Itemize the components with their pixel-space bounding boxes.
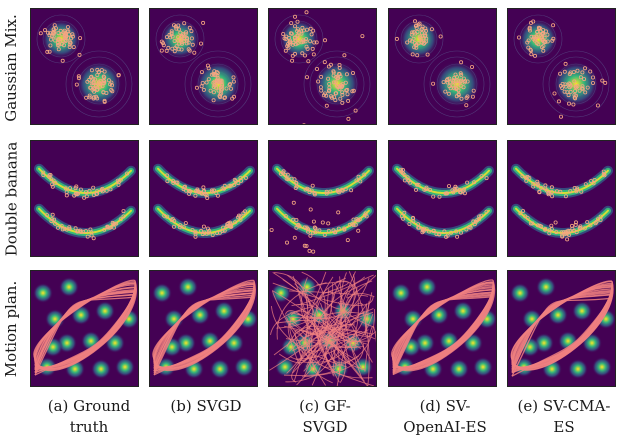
panel-motion-plan-ground-truth xyxy=(30,270,139,387)
plot-double-banana-sv-cma-es xyxy=(508,141,615,256)
plot-double-banana-svgd xyxy=(150,141,257,256)
plot-motion-plan-svgd xyxy=(150,271,257,386)
plot-gaussian-mix-sv-openai-es xyxy=(389,9,496,124)
panel-gaussian-mix-ground-truth xyxy=(30,8,139,125)
panel-double-banana-svgd xyxy=(149,140,258,257)
row-label-gaussian-mix: Gaussian Mix. xyxy=(2,14,21,122)
panel-gaussian-mix-sv-openai-es xyxy=(388,8,497,125)
caption-d: (d) SV- OpenAI-ES xyxy=(403,397,487,436)
panel-gaussian-mix-svgd xyxy=(149,8,258,125)
plot-motion-plan-gf-svgd xyxy=(269,271,376,386)
caption-b: (b) SVGD xyxy=(170,397,242,415)
caption-a: (a) Ground truth xyxy=(47,397,131,436)
plot-gaussian-mix-gf-svgd xyxy=(269,9,376,124)
plot-gaussian-mix-ground-truth xyxy=(31,9,138,124)
row-label-double-banana: Double banana xyxy=(2,141,21,257)
plot-double-banana-sv-openai-es xyxy=(389,141,496,256)
caption-e: (e) SV-CMA- ES xyxy=(517,397,611,436)
row-label-motion-plan: Motion plan. xyxy=(2,280,21,378)
plot-double-banana-ground-truth xyxy=(31,141,138,256)
panel-motion-plan-svgd xyxy=(149,270,258,387)
panel-gaussian-mix-gf-svgd xyxy=(268,8,377,125)
panel-motion-plan-sv-openai-es xyxy=(388,270,497,387)
plot-gaussian-mix-svgd xyxy=(150,9,257,124)
panel-motion-plan-sv-cma-es xyxy=(507,270,616,387)
plot-motion-plan-ground-truth xyxy=(31,271,138,386)
plot-double-banana-gf-svgd xyxy=(269,141,376,256)
panel-double-banana-ground-truth xyxy=(30,140,139,257)
panel-double-banana-sv-cma-es xyxy=(507,140,616,257)
plot-gaussian-mix-sv-cma-es xyxy=(508,9,615,124)
plot-motion-plan-sv-openai-es xyxy=(389,271,496,386)
panel-double-banana-sv-openai-es xyxy=(388,140,497,257)
caption-c: (c) GF- SVGD xyxy=(299,397,351,436)
panel-motion-plan-gf-svgd xyxy=(268,270,377,387)
panel-double-banana-gf-svgd xyxy=(268,140,377,257)
panel-gaussian-mix-sv-cma-es xyxy=(507,8,616,125)
plot-motion-plan-sv-cma-es xyxy=(508,271,615,386)
